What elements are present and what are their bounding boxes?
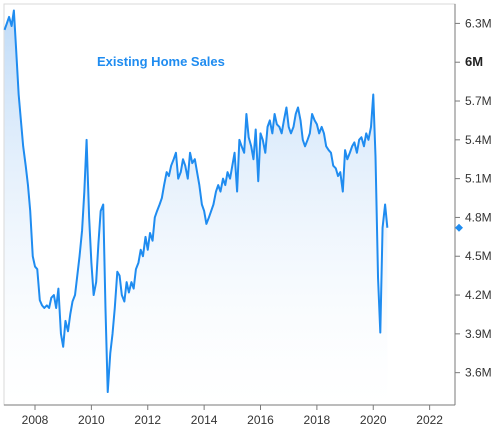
y-tick-label: 5.1M bbox=[465, 172, 492, 186]
x-tick-label: 2020 bbox=[360, 413, 387, 426]
last-value-marker-layer bbox=[455, 223, 463, 232]
x-axis-ticks: 2008 2010 2012 2014 2016 2018 2020 2022 bbox=[22, 405, 443, 427]
x-tick-label: 2014 bbox=[191, 413, 218, 426]
y-tick-label: 5.7M bbox=[465, 94, 492, 108]
series-label: Existing Home Sales bbox=[97, 54, 225, 69]
y-tick-label: 6M bbox=[465, 54, 483, 69]
last-value-marker bbox=[455, 223, 463, 232]
y-tick-label: 4.2M bbox=[465, 288, 492, 302]
y-tick-label: 5.4M bbox=[465, 133, 492, 147]
axes bbox=[4, 4, 456, 406]
series-line-layer bbox=[3, 9, 389, 394]
series-area bbox=[4, 10, 388, 405]
y-tick-label: 3.9M bbox=[465, 327, 492, 341]
y-tick-label: 6.3M bbox=[465, 16, 492, 30]
area-fill-layer bbox=[4, 10, 388, 405]
series-line bbox=[3, 9, 389, 394]
y-tick-label: 3.6M bbox=[465, 366, 492, 380]
x-tick-label: 2008 bbox=[22, 413, 49, 426]
y-tick-label: 4.5M bbox=[465, 249, 492, 263]
x-tick-label: 2016 bbox=[247, 413, 274, 426]
x-tick-label: 2012 bbox=[134, 413, 161, 426]
x-tick-label: 2022 bbox=[416, 413, 443, 426]
y-axis-ticks: 3.6M 3.9M 4.2M 4.5M 4.8M 5.1M 5.4M 5.7M 6M 6.3M bbox=[455, 16, 492, 380]
y-tick-label: 4.8M bbox=[465, 210, 492, 224]
x-tick-label: 2018 bbox=[304, 413, 331, 426]
x-tick-label: 2010 bbox=[78, 413, 105, 426]
